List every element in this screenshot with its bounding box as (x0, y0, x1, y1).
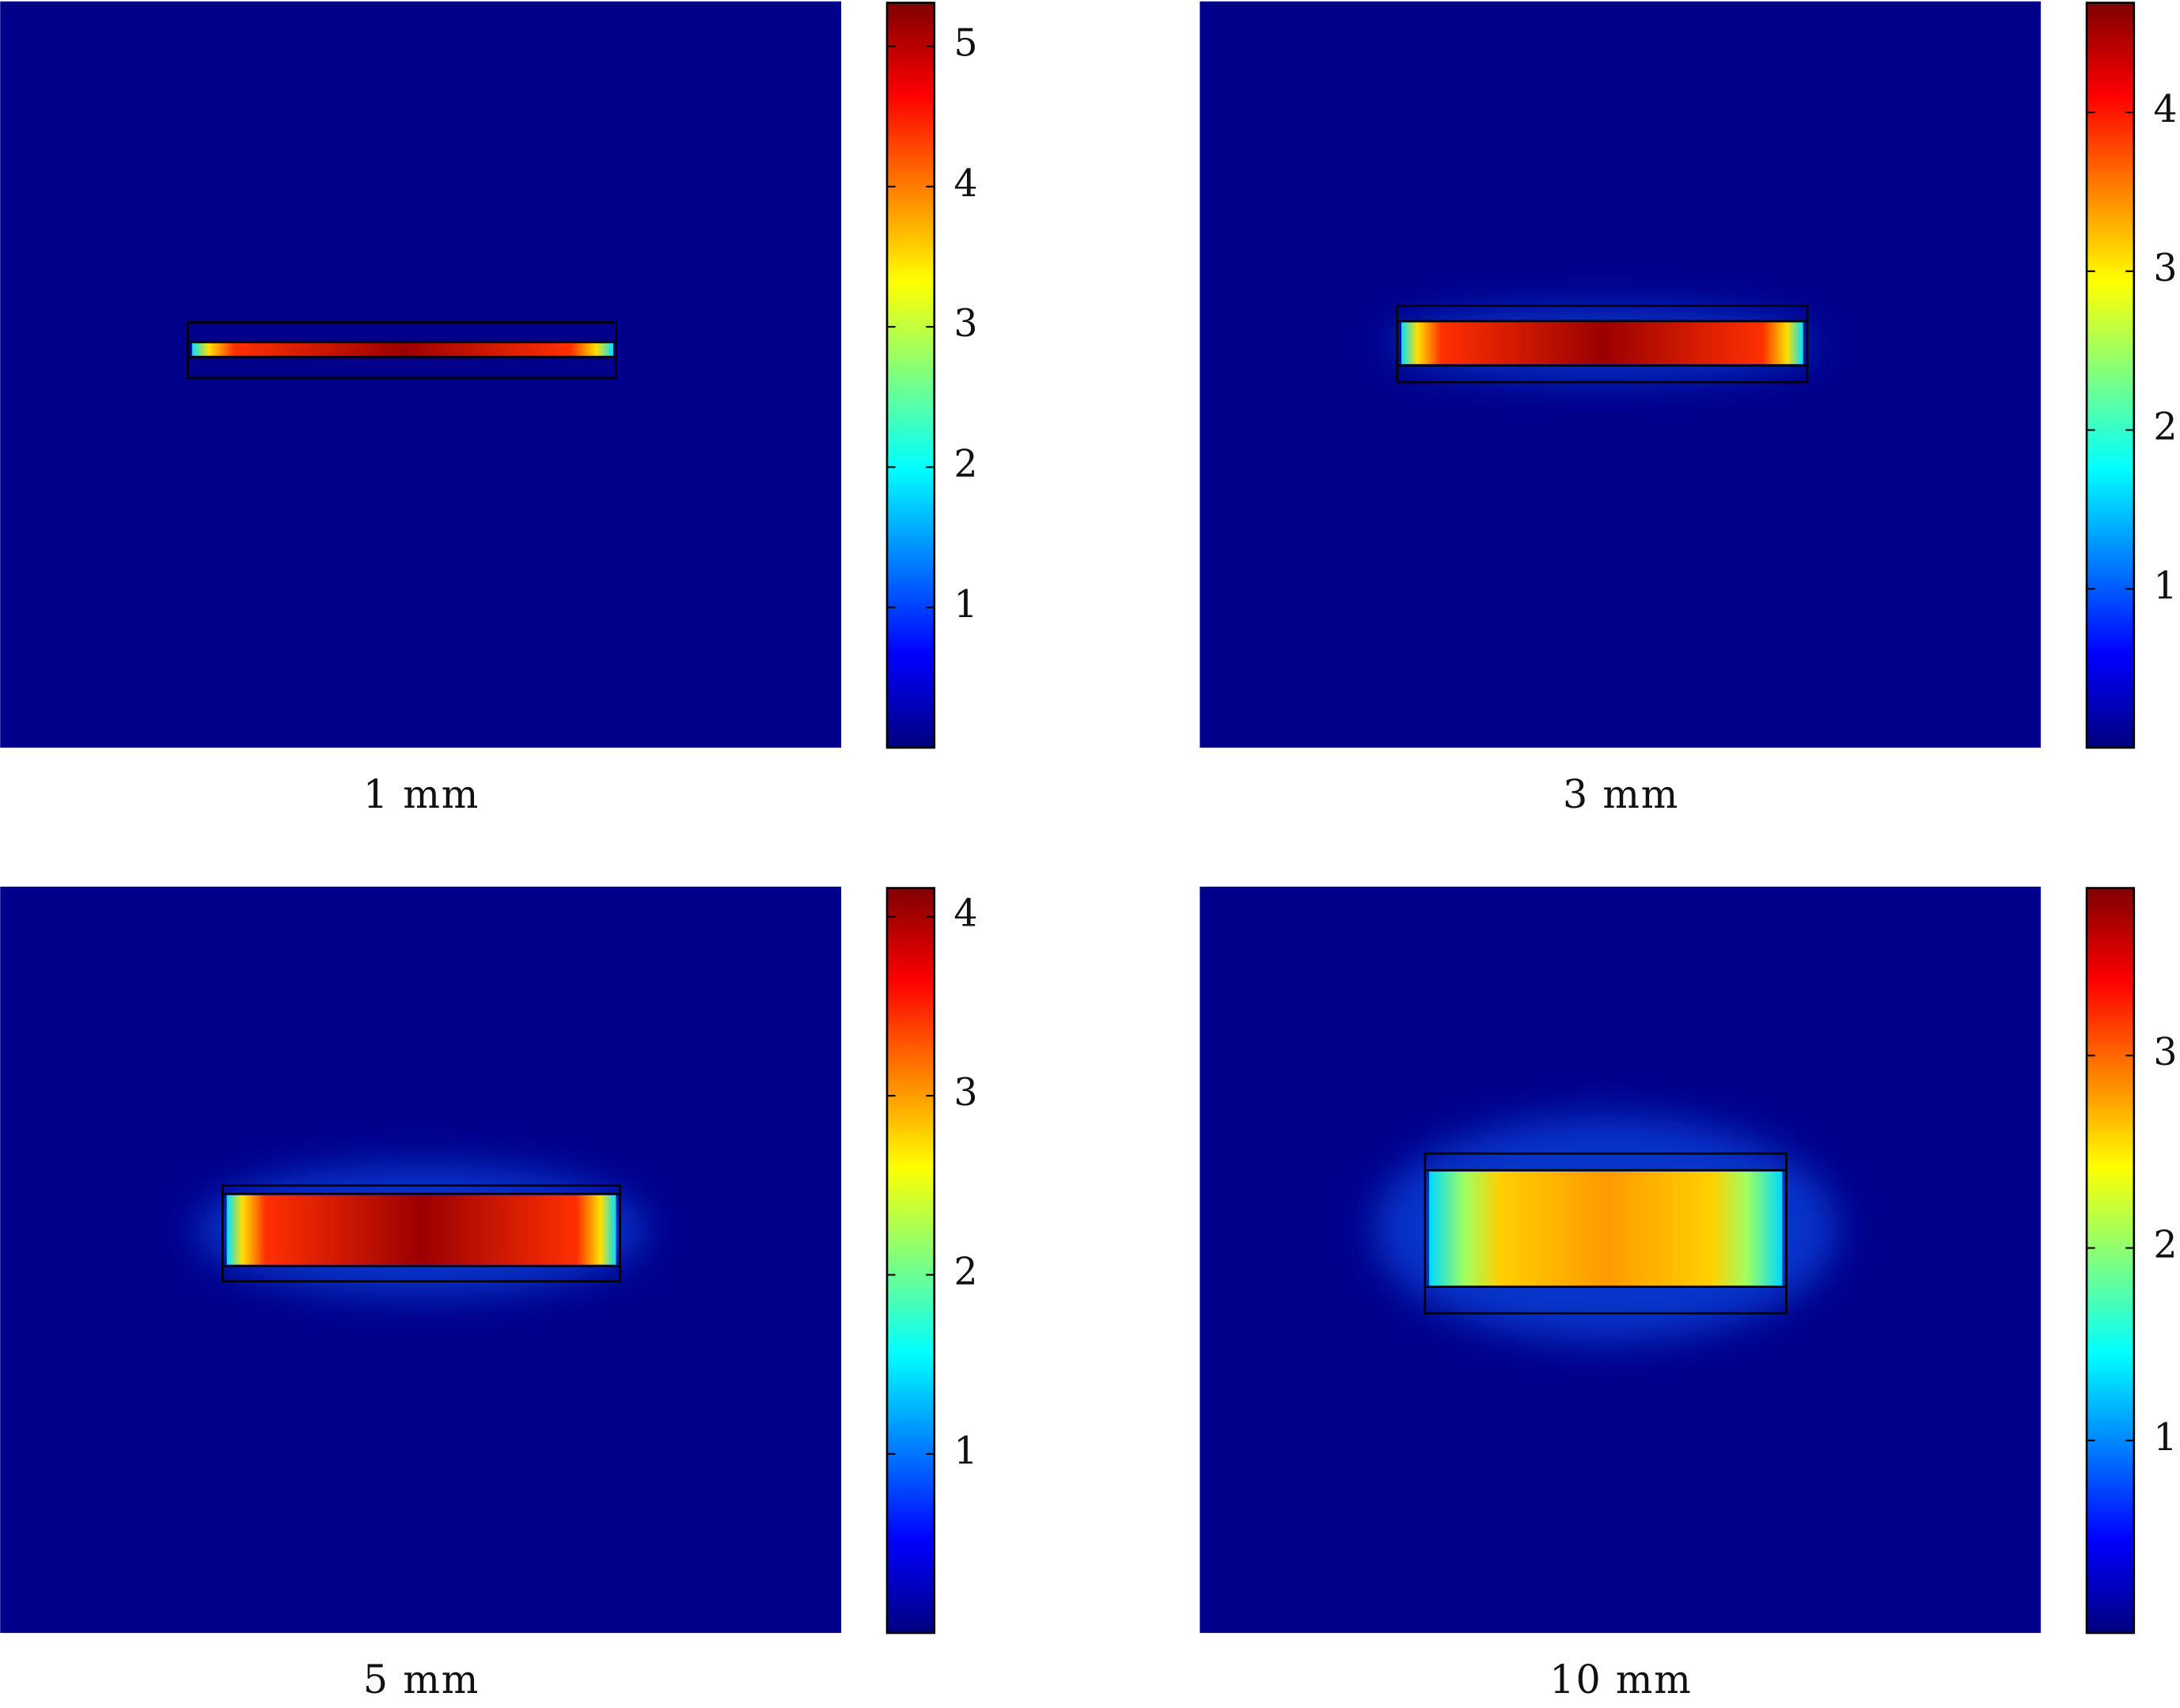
panel-caption: 5 mm (363, 1657, 480, 1702)
colorbar-tick-label: 1 (2153, 564, 2177, 608)
colorbar-tick-label: 2 (2153, 1224, 2177, 1267)
panel: 1 2 3 4 5 mm (0, 886, 978, 1702)
panel-caption: 10 mm (1549, 1657, 1692, 1702)
electrode-outline (1424, 1152, 1788, 1315)
colorbar-tick-label: 4 (954, 162, 977, 206)
colorbar (885, 2, 936, 749)
colorbar-tick-label: 3 (2153, 1031, 2177, 1074)
colorbar-tick-label: 2 (954, 442, 977, 486)
panel-caption: 1 mm (363, 771, 480, 817)
field-fill (191, 343, 613, 356)
colorbar-tick-label: 1 (954, 1430, 977, 1473)
electrode-outline (1396, 305, 1809, 384)
field-fill (1429, 1171, 1783, 1286)
colorbar (2085, 2, 2136, 749)
colorbar-tick-label: 1 (2153, 1416, 2177, 1460)
electrode-outline (221, 1184, 622, 1283)
colorbar-tick-label: 4 (954, 892, 977, 936)
electrode-outline (187, 321, 617, 380)
colorbar-tick-label: 1 (954, 583, 977, 627)
panel-caption: 3 mm (1563, 771, 1679, 817)
colorbar-tick-label: 4 (2153, 88, 2177, 131)
field-image (0, 1, 842, 748)
field-fill (1401, 322, 1803, 365)
colorbar-tick-label: 2 (2153, 406, 2177, 449)
panel: 1 2 3 4 3 mm (1200, 1, 2178, 817)
field-fill (226, 1195, 616, 1265)
panel: 1 2 3 10 mm (1200, 886, 2178, 1702)
colorbar-tick-label: 3 (954, 302, 977, 346)
colorbar-tick-label: 3 (2153, 247, 2177, 290)
colorbar (885, 887, 936, 1634)
colorbar-tick-label: 5 (954, 21, 977, 65)
colorbar (2085, 887, 2136, 1634)
colorbar-tick-label: 2 (954, 1250, 977, 1293)
panel: 1 2 3 4 5 1 mm (0, 1, 978, 817)
colorbar-tick-label: 3 (954, 1071, 977, 1115)
